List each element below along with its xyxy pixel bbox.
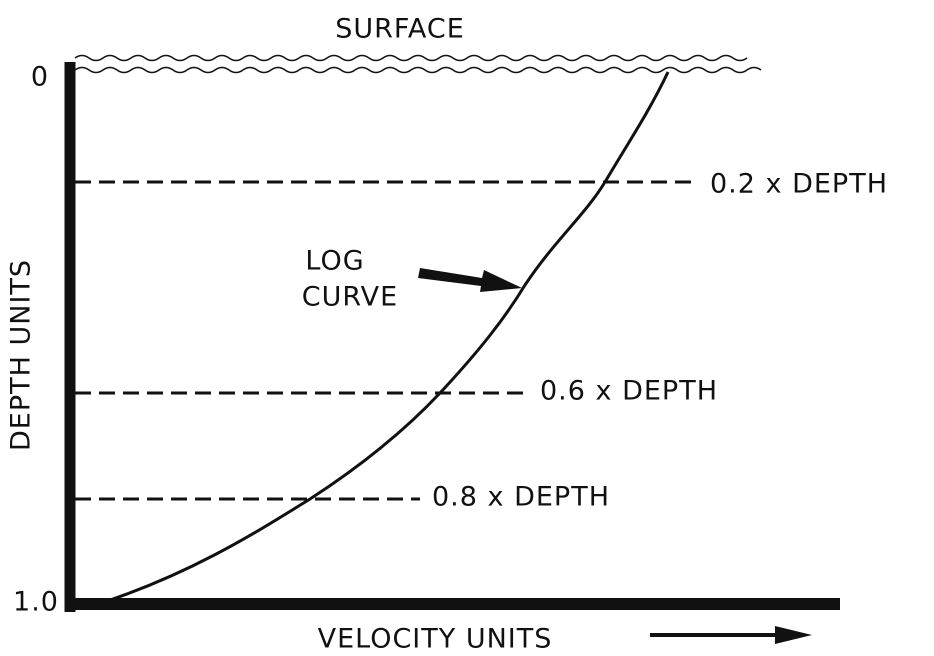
surface-label: SURFACE <box>335 14 465 45</box>
curve-arrow <box>418 268 522 292</box>
depth-label: 0.6 x DEPTH <box>540 376 718 407</box>
curve-label: LOG <box>305 246 364 277</box>
log-curve <box>94 71 670 607</box>
depth-label: 0.2 x DEPTH <box>710 169 888 200</box>
x-arrow <box>650 626 812 644</box>
y-tick-label: 1.0 <box>13 587 59 618</box>
surface-wave <box>74 54 748 62</box>
y-tick-label: 0 <box>31 62 49 93</box>
x-axis-title: VELOCITY UNITS <box>318 624 553 655</box>
surface-wave <box>74 66 762 74</box>
depth-label: 0.8 x DEPTH <box>432 482 610 513</box>
y-axis-title: DEPTH UNITS <box>6 259 37 451</box>
curve-label: CURVE <box>302 282 398 313</box>
